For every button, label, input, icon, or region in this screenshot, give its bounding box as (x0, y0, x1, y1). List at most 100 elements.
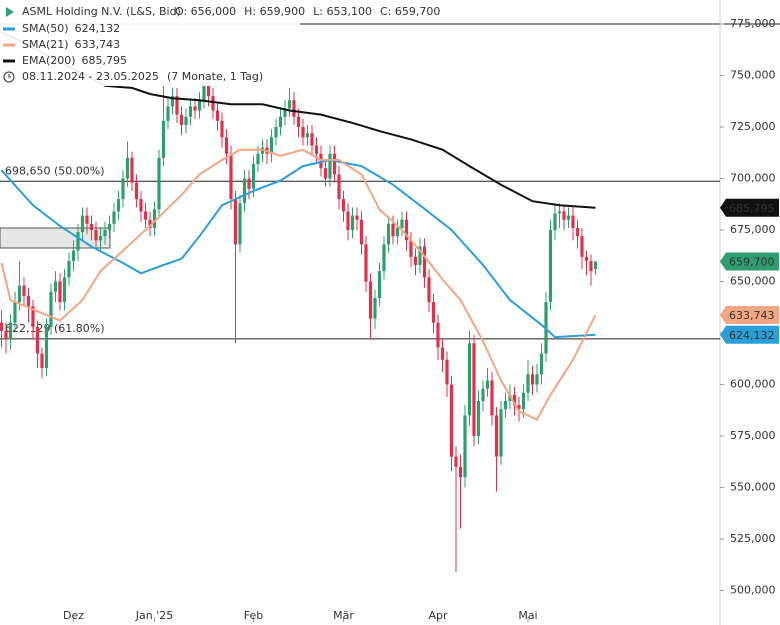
candle-body (467, 343, 472, 416)
candle-body (251, 164, 256, 189)
candle-body (58, 281, 62, 303)
candle-body (535, 374, 539, 385)
candle-body (134, 182, 139, 200)
price-tag (720, 325, 779, 344)
candle-body (422, 246, 427, 278)
candle-body (67, 260, 71, 278)
candle-body (197, 100, 202, 111)
legend-value: 633,743 (75, 38, 121, 51)
candle-body (373, 297, 377, 319)
candle-body (458, 466, 463, 478)
legend-ohlc: C: 659,700 (380, 5, 440, 18)
candle-body (440, 347, 445, 360)
candle-body (85, 215, 89, 224)
candle-body (152, 209, 157, 228)
candle-body (332, 153, 337, 175)
candle-body (202, 85, 206, 101)
candle-body (206, 85, 211, 97)
candle-body (94, 229, 98, 241)
y-tick-label: 675,000 (730, 223, 776, 236)
candle-body (17, 285, 22, 303)
candle-body (413, 256, 418, 266)
level-label: 698,650 (50.00%) (5, 164, 105, 177)
candle-body (566, 215, 571, 220)
indicator-line (0, 158, 596, 339)
candle-body (22, 285, 26, 296)
zone-box (0, 227, 111, 249)
candle-body (0, 322, 4, 331)
candle-body (323, 168, 328, 179)
candle-body (211, 96, 215, 111)
candle-body (328, 153, 332, 179)
candle-body (179, 114, 184, 125)
candle-body (13, 302, 17, 323)
candle-body (530, 374, 535, 385)
y-tick-label: 575,000 (730, 429, 776, 442)
candle-body (215, 110, 220, 121)
candle-body (71, 250, 76, 261)
candle-body (148, 219, 152, 228)
candle-body (220, 120, 224, 138)
level-label: 622,129 (61.80%) (5, 322, 105, 335)
candle-body (310, 133, 314, 146)
indicator-line (0, 148, 597, 421)
legend-icon (6, 7, 14, 17)
candle-body (305, 133, 310, 138)
candle-body (98, 236, 103, 241)
candle-body (107, 223, 112, 230)
candle-body (62, 277, 67, 303)
candle-body (170, 96, 175, 107)
candle-body (575, 227, 580, 237)
candle-body (386, 223, 391, 245)
candle-body (431, 302, 436, 323)
candle-body (49, 291, 53, 327)
legend-clock (3, 71, 15, 83)
legend-name: SMA(50) (22, 22, 69, 35)
candle-body (116, 199, 121, 212)
candle-body (355, 215, 359, 220)
candle-body (521, 392, 526, 410)
candle-body (80, 215, 85, 233)
candle-body (404, 219, 409, 241)
candle-body (224, 137, 229, 154)
candle-body (593, 261, 598, 270)
candle-body (346, 211, 350, 230)
legend-date-range: 08.11.2024 - 23.05.2025 (22, 70, 159, 83)
candle-body (314, 145, 319, 154)
candle-body (238, 203, 242, 245)
candle-body (130, 157, 134, 183)
candle-body (166, 106, 170, 121)
price-tag (720, 305, 779, 324)
candle-body (35, 326, 40, 354)
candle-body (418, 246, 422, 266)
candle-body (350, 215, 355, 230)
candle-body (8, 322, 13, 340)
legend: ASML Holding N.V. (L&S, Bid)O: 656,000 H:… (0, 0, 440, 86)
candle-body (499, 409, 503, 457)
candle-body (557, 211, 562, 214)
candle-body (580, 236, 584, 257)
legend-value: 685,795 (82, 54, 128, 67)
candle-body (395, 227, 400, 237)
legend-value: 624,132 (75, 22, 121, 35)
candle-body (4, 330, 8, 340)
candle-body (409, 240, 413, 257)
price-tag-label: 685,795 (729, 202, 775, 215)
legend-period: (7 Monate, 1 Tag) (167, 70, 263, 83)
candle-body (476, 400, 481, 436)
candle-body (278, 116, 283, 127)
candle-body (571, 215, 575, 228)
legend-ohlc: O: 656,000 (175, 5, 236, 18)
candle-body (553, 213, 557, 230)
price-tag-label: 633,743 (729, 309, 775, 322)
candle-body (526, 374, 530, 393)
candle-body (472, 343, 476, 436)
x-tick-label: Mai (518, 609, 537, 622)
x-tick-label: Apr (428, 609, 448, 622)
candle-body (274, 126, 278, 138)
y-tick-label: 600,000 (730, 377, 776, 390)
candle-body (103, 229, 107, 237)
legend-ohlc: H: 659,900 (244, 5, 305, 18)
candle-body (508, 394, 512, 401)
